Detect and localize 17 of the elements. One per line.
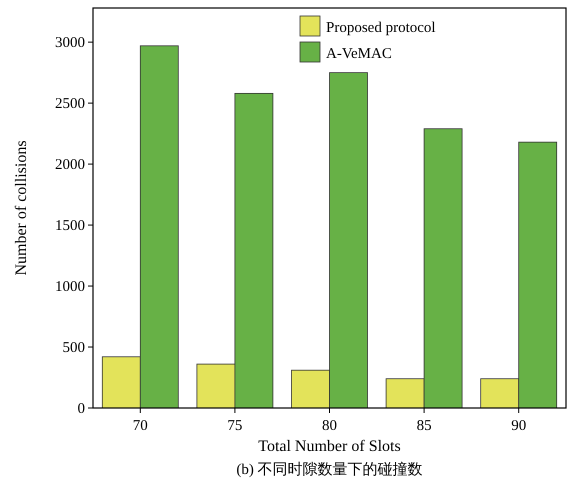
y-tick-label: 3000 [55,35,85,52]
y-tick-label: 2000 [55,157,85,174]
x-tick-label: 80 [322,418,337,434]
x-tick-label: 90 [511,418,526,434]
text: (b) 不同时隙数量下的碰撞数 [236,461,423,478]
y-tick-label: 1500 [55,218,85,234]
x-tick-label: 85 [416,418,432,434]
y-tick-label: 1000 [55,279,85,296]
x-tick-label: 70 [132,418,148,434]
legend-label: Proposed protocol [326,20,436,36]
y-tick-label: 500 [62,340,85,356]
y-tick-label: 2500 [55,96,85,112]
y-axis-title: Number of collisions [13,140,30,276]
y-tick-label: 0 [78,401,85,417]
x-axis-title: Total Number of Slots [258,438,401,455]
legend-label: A-VeMAC [326,46,392,62]
x-tick-label: 75 [227,418,242,434]
